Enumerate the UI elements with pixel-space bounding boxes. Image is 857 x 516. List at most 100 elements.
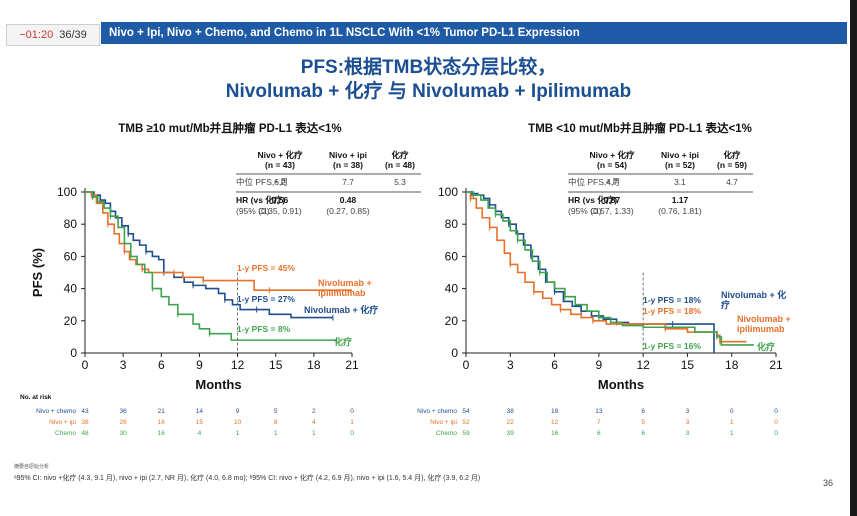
at-risk-count: 1 <box>730 419 734 426</box>
at-risk-label-nivo_chemo: Nivo + chemo <box>36 408 76 415</box>
at-risk-count: 7 <box>597 419 601 426</box>
one-year-pfs-label-nivo_chemo: 1-y PFS = 27% <box>237 294 295 304</box>
at-risk-count: 12 <box>551 419 559 426</box>
y-tick-label: 20 <box>445 314 459 328</box>
table-row-label: (95% CI) <box>236 206 270 216</box>
at-risk-count: 3 <box>686 419 690 426</box>
table-column-header: Nivo + 化疗(n = 43) <box>257 150 303 170</box>
series-label-chemo: 化疗 <box>757 341 775 352</box>
at-risk-count: 1 <box>274 430 278 437</box>
table-cell: 0.56 <box>272 195 289 205</box>
x-axis-label: Months <box>598 377 644 392</box>
footnote-source: 摘要自原始分析 <box>14 464 50 470</box>
x-tick-label: 18 <box>725 358 739 372</box>
table-column-header: 化疗(n = 59) <box>717 150 747 170</box>
table-cell: 0.87 <box>604 195 621 205</box>
one-year-pfs-label-nivo_ipi: 1-y PFS = 18% <box>643 306 701 316</box>
table-cell: (0.76, 1.81) <box>658 206 702 216</box>
table-row-label: HR (vs 化疗) <box>568 195 617 205</box>
summary-table: Nivo + 化疗(n = 43) Nivo + ipi (n = 38) 化疗(n … <box>236 150 421 216</box>
table-cell: (0.27, 0.85) <box>326 206 370 216</box>
at-risk-count: 0 <box>350 408 354 415</box>
presentation-timer: −01:20 36/39 <box>6 24 100 46</box>
at-risk-count: 14 <box>196 408 204 415</box>
at-risk-count: 5 <box>274 408 278 415</box>
table-cell: 1.17 <box>672 195 689 205</box>
at-risk-label-nivo_ipi: Nivo + ipi <box>49 419 76 426</box>
at-risk-count: 0 <box>774 430 778 437</box>
at-risk-count: 16 <box>551 430 559 437</box>
one-year-pfs-label-chemo: 1-y PFS = 16% <box>643 341 701 351</box>
at-risk-count: 21 <box>158 408 166 415</box>
one-year-pfs-label-chemo: 1-y PFS = 8% <box>237 324 291 334</box>
at-risk-label-chemo: Chemo <box>55 430 76 437</box>
table-cell: 5.3 <box>394 177 406 187</box>
x-tick-label: 6 <box>158 358 165 372</box>
at-risk-count: 1 <box>312 430 316 437</box>
table-cell: (0.57, 1.33) <box>590 206 634 216</box>
km-curve-chemo <box>85 191 337 341</box>
footnote-ci: ᵃ95% CI: nivo +化疗 (4.3, 9.1 月), nivo + i… <box>14 475 481 482</box>
page-number: 36 <box>823 478 834 488</box>
at-risk-count: 10 <box>234 419 242 426</box>
table-cell: 7.7 <box>342 177 354 187</box>
at-risk-count: 3 <box>686 430 690 437</box>
at-risk-count: 4 <box>198 430 202 437</box>
x-tick-label: 18 <box>307 358 321 372</box>
x-tick-label: 9 <box>196 358 203 372</box>
table-column-header: Nivo + ipi (n = 38) <box>329 150 367 170</box>
table-cell: 3.1 <box>674 177 686 187</box>
at-risk-count: 54 <box>462 408 470 415</box>
table-column-header: Nivo + ipi (n = 52) <box>661 150 699 170</box>
y-tick-label: 40 <box>445 282 459 296</box>
x-tick-label: 0 <box>463 358 470 372</box>
at-risk-count: 6 <box>641 408 645 415</box>
x-tick-label: 3 <box>507 358 514 372</box>
km-chart-1: TMB ≥10 mut/Mb并且肿瘤 PD-L1 表达<1% Nivo + 化疗(… <box>20 121 421 437</box>
one-year-pfs-label-nivo_chemo: 1-y PFS = 18% <box>643 295 701 305</box>
slide-title-line-1: PFS:根据TMB状态分层比较， <box>300 57 557 78</box>
series-label-nivo_chemo: Nivolumab + 化疗 <box>721 289 786 310</box>
chart-title: TMB <10 mut/Mb并且肿瘤 PD-L1 表达<1% <box>528 121 752 135</box>
at-risk-count: 19 <box>551 408 559 415</box>
at-risk-count: 48 <box>81 430 89 437</box>
at-risk-count: 16 <box>158 430 166 437</box>
at-risk-count: 59 <box>462 430 470 437</box>
table-cell: (0.35, 0.91) <box>258 206 302 216</box>
table-cell: 0.48 <box>340 195 357 205</box>
series-label-nivo_chemo: Nivolumab + 化疗 <box>304 304 378 315</box>
at-risk-count: 8 <box>274 419 278 426</box>
summary-table: Nivo + 化疗(n = 54) Nivo + ipi (n = 52) 化疗(n … <box>568 150 753 216</box>
x-tick-label: 9 <box>596 358 603 372</box>
at-risk-count: 38 <box>507 408 515 415</box>
x-tick-label: 15 <box>681 358 695 372</box>
table-column-header: 化疗(n = 48) <box>385 150 415 170</box>
x-tick-label: 6 <box>551 358 558 372</box>
table-row-label: (95% CI) <box>568 206 602 216</box>
at-risk-count: 43 <box>81 408 89 415</box>
at-risk-count: 3 <box>686 408 690 415</box>
at-risk-title: No. at risk <box>20 394 52 401</box>
at-risk-count: 26 <box>120 419 128 426</box>
km-chart-2: TMB <10 mut/Mb并且肿瘤 PD-L1 表达<1% Nivo + 化疗(… <box>417 121 791 437</box>
at-risk-count: 16 <box>158 419 166 426</box>
slide-title-line-2: Nivolumab + 化疗 与 Nivolumab + Ipilimumab <box>225 81 632 102</box>
table-row-label: 中位 PFS,ᵃ 月 <box>236 177 288 187</box>
at-risk-count: 22 <box>507 419 515 426</box>
at-risk-count: 13 <box>595 408 603 415</box>
table-column-header: Nivo + 化疗(n = 54) <box>589 150 635 170</box>
series-label-nivo_ipi: Nivolumab + ipilimumab <box>318 278 372 298</box>
y-tick-label: 100 <box>438 185 458 199</box>
x-tick-label: 21 <box>345 358 359 372</box>
y-tick-label: 80 <box>445 217 459 231</box>
slide-counter: 36/39 <box>59 29 87 41</box>
at-risk-count: 39 <box>507 430 515 437</box>
table-cell: 4.7 <box>726 177 738 187</box>
window-edge <box>850 0 857 516</box>
slide-banner: Nivo + Ipi, Nivo + Chemo, and Chemo in 1… <box>101 22 847 44</box>
x-axis-label: Months <box>195 377 241 392</box>
y-axis-label: PFS (%) <box>30 248 45 297</box>
table-cell: 6.2 <box>274 177 286 187</box>
at-risk-count: 1 <box>236 430 240 437</box>
